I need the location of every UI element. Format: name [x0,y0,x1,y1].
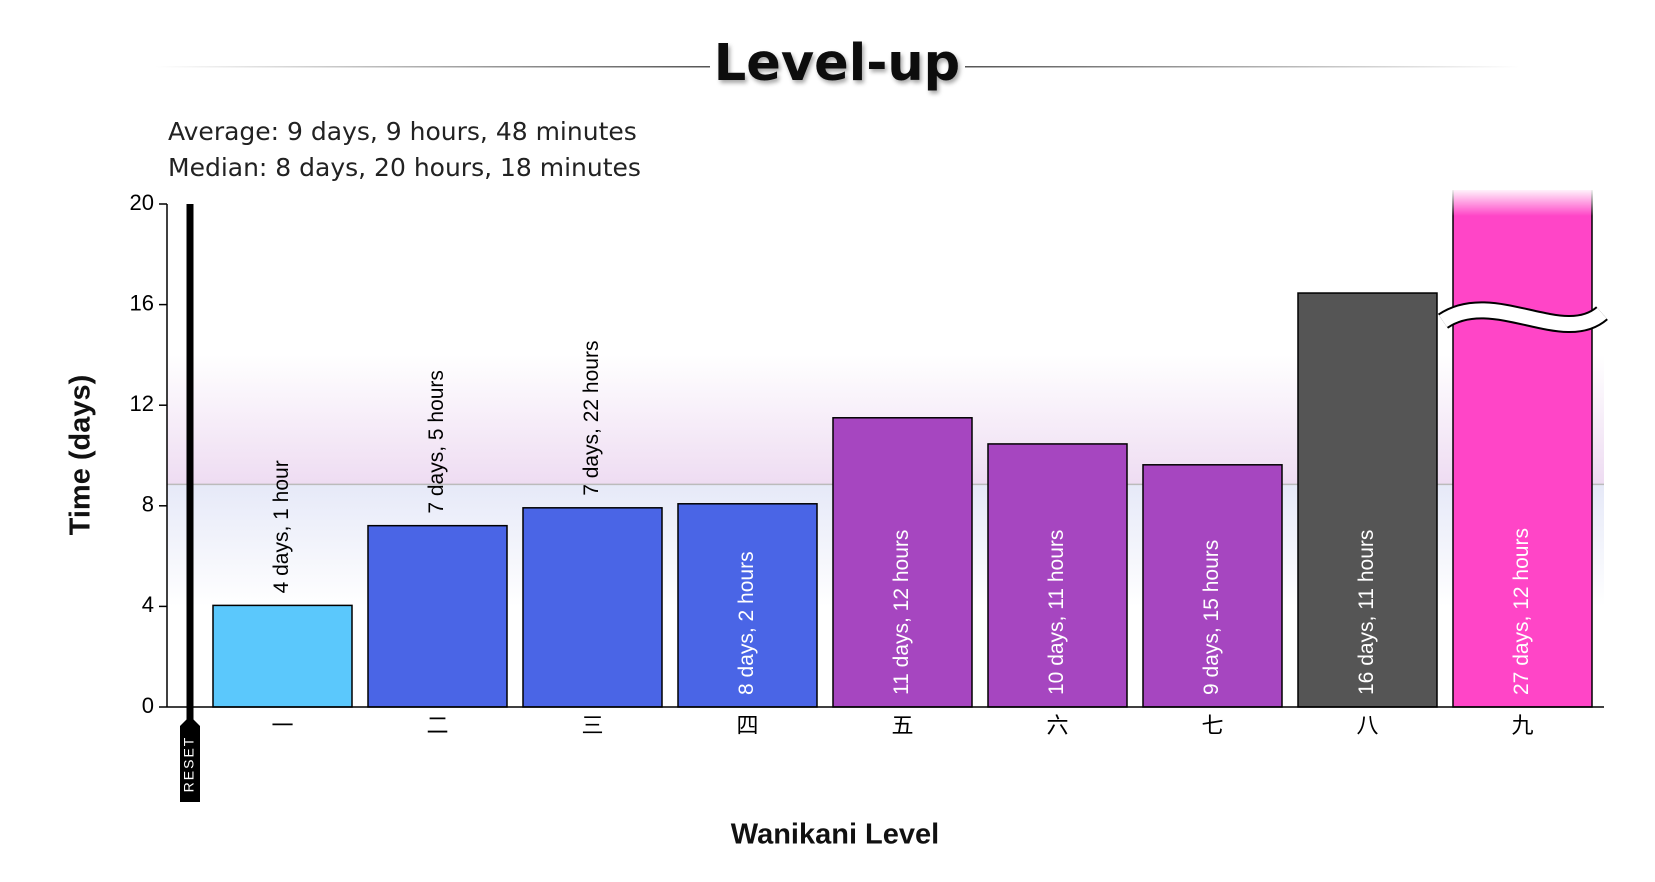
stat-line: Median: 8 days, 20 hours, 18 minutes [168,153,641,182]
x-tick-label: 九 [1511,714,1533,739]
x-tick-label: 六 [1046,714,1068,739]
x-tick-label: 三 [581,714,603,739]
bar-fade [1451,188,1594,216]
reset-label: RESET [181,736,197,793]
reset-tag [180,716,200,802]
x-tick-label: 四 [736,714,758,739]
x-tick-label: 一 [271,714,293,739]
bar [832,417,973,708]
bars [212,190,1593,708]
x-tick-label: 二 [426,714,448,739]
bar [987,443,1128,708]
y-tick-label: 0 [142,693,154,718]
bar [1297,292,1438,708]
y-axis-label: Time (days) [65,375,97,536]
bar [212,604,353,708]
title-rule [155,66,710,68]
bar [677,503,818,708]
value-label: 27 days, 12 hours [1510,528,1533,695]
x-tick-label: 七 [1201,714,1223,739]
bar [522,507,663,708]
bar [1142,464,1283,708]
y-tick-label: 8 [142,492,154,517]
value-label: 9 days, 15 hours [1200,540,1223,695]
axis-break [1439,303,1607,331]
value-label: 7 days, 5 hours [425,370,448,514]
y-tick-label: 16 [130,290,154,315]
stat-line: Average: 9 days, 9 hours, 48 minutes [168,117,637,146]
y-tick-label: 4 [142,592,154,617]
x-tick-label: 八 [1356,714,1378,739]
value-label: 7 days, 22 hours [580,341,603,496]
chart-title: Level-up [714,34,960,93]
x-tick-label: 五 [891,714,913,739]
bar [367,524,508,708]
x-axis-label: Wanikani Level [731,819,939,851]
bar [1452,190,1593,708]
y-tick-label: 12 [130,391,154,416]
y-tick-label: 20 [130,190,154,215]
value-label: 4 days, 1 hour [270,460,293,593]
value-label: 8 days, 2 hours [735,551,758,695]
value-label: 10 days, 11 hours [1045,530,1068,695]
title-rule [965,66,1520,68]
value-label: 11 days, 12 hours [890,530,913,695]
value-label: 16 days, 11 hours [1355,530,1378,695]
